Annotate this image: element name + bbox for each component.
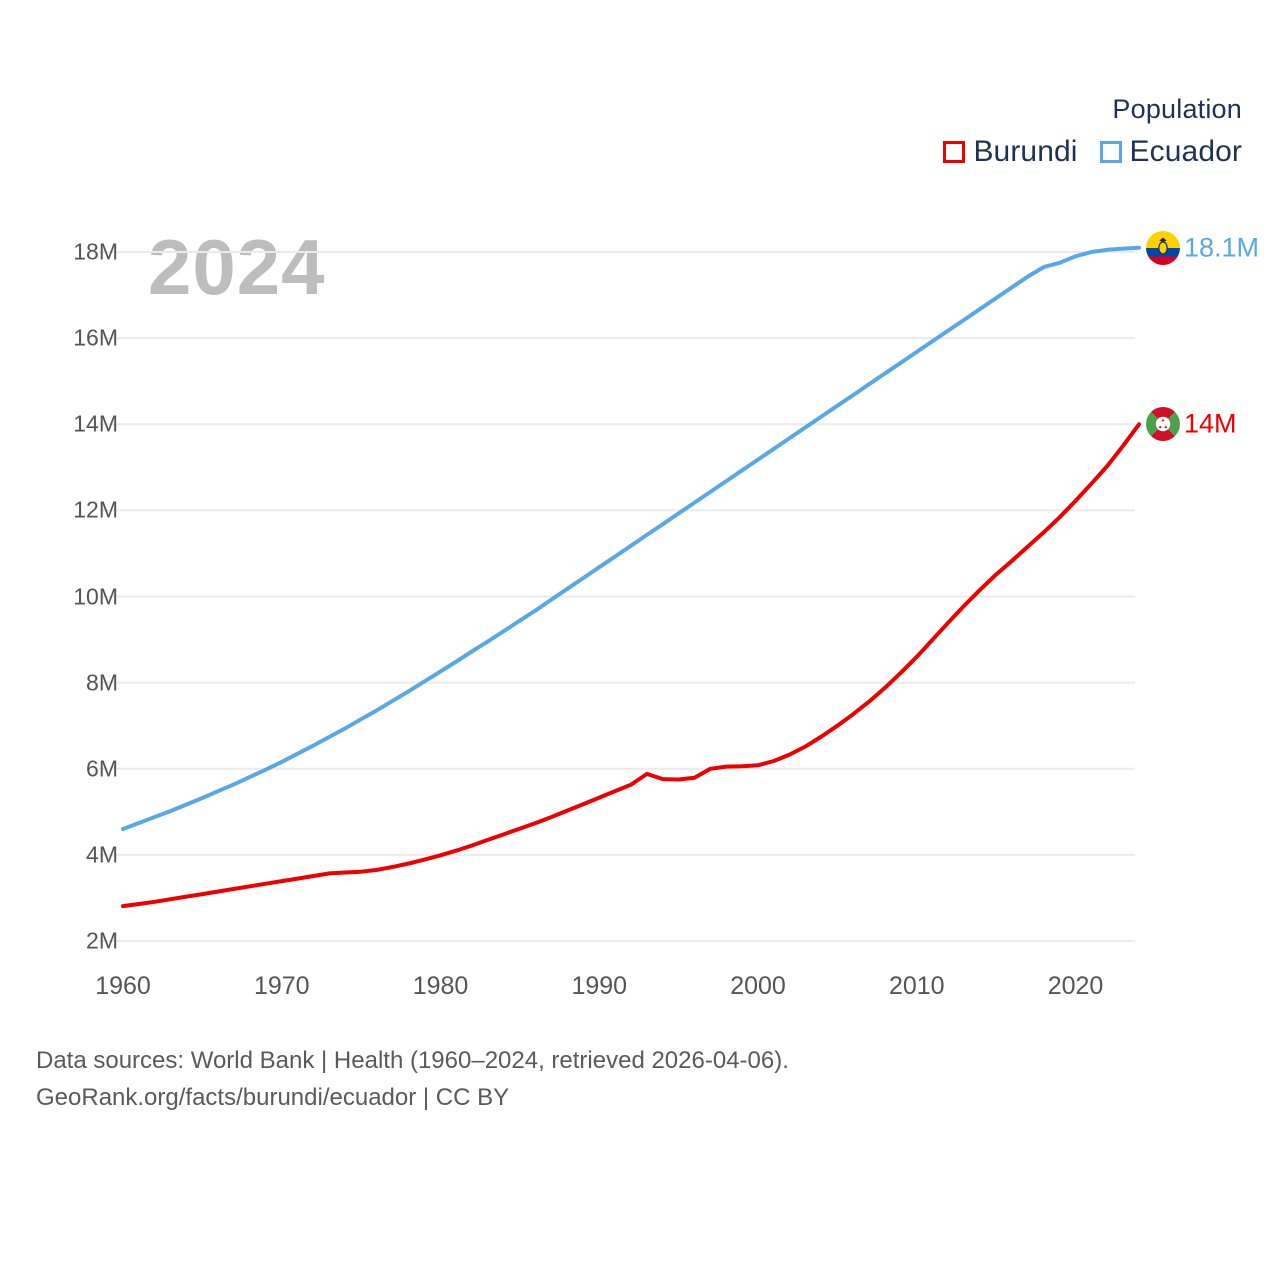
- x-axis-tick-label: 1990: [571, 972, 628, 1000]
- x-axis-tick-label: 1970: [253, 972, 310, 1000]
- y-axis-tick-label: 2M: [86, 927, 118, 954]
- legend-title: Population: [1112, 94, 1242, 124]
- x-axis-tick-label: 1960: [95, 972, 151, 1000]
- legend-items: Burundi Ecuador: [943, 137, 1242, 167]
- legend-swatch-ecuador: [1099, 141, 1122, 163]
- chart-footer: Data sources: World Bank | Health (1960–…: [36, 1042, 789, 1116]
- endpoint-label-ecuador: 18.1M: [1184, 232, 1260, 263]
- legend-swatch-burundi: [943, 141, 966, 163]
- legend-item-ecuador[interactable]: Ecuador: [1099, 135, 1242, 168]
- y-axis-tick-label: 16M: [73, 324, 118, 351]
- legend-label-ecuador: Ecuador: [1129, 135, 1242, 168]
- endpoint-label-burundi: 14M: [1184, 408, 1237, 439]
- burundi-flag-icon: [1146, 407, 1180, 442]
- y-axis-tick-label: 6M: [86, 755, 118, 782]
- series-line-ecuador[interactable]: [121, 245, 1141, 831]
- series-line-burundi[interactable]: [121, 422, 1141, 909]
- legend-label-burundi: Burundi: [973, 135, 1078, 168]
- footer-attribution[interactable]: GeoRank.org/facts/burundi/ecuador | CC B…: [36, 1084, 510, 1112]
- x-axis-tick-label: 1980: [412, 972, 469, 1000]
- x-axis-tick-label: 2020: [1047, 972, 1104, 1000]
- y-axis-tick-label: 12M: [73, 496, 118, 523]
- y-axis-tick-label: 10M: [73, 583, 118, 609]
- x-axis-tick-label: 2010: [888, 972, 945, 1000]
- y-axis-tick-label: 8M: [86, 669, 118, 696]
- ecuador-flag-icon: [1146, 230, 1180, 265]
- chart-legend: Population Burundi Ecuador: [943, 96, 1242, 167]
- legend-item-burundi[interactable]: Burundi: [943, 137, 1077, 167]
- y-axis-tick-label: 4M: [86, 841, 118, 868]
- footer-data-sources: Data sources: World Bank | Health (1960–…: [36, 1047, 789, 1074]
- x-axis-tick-label: 2000: [730, 972, 786, 1000]
- year-watermark: 2024: [148, 223, 326, 311]
- y-axis-tick-label: 18M: [73, 238, 118, 265]
- y-axis-tick-label: 14M: [73, 410, 118, 437]
